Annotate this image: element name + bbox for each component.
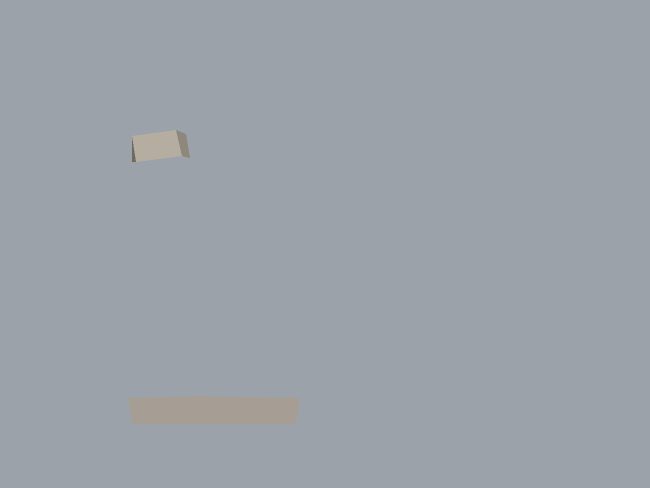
crest-block xyxy=(132,130,190,162)
crest-block-top xyxy=(132,130,182,162)
crest-block-edge xyxy=(132,136,136,162)
crest-block-side xyxy=(176,130,190,158)
model-ground-shadow xyxy=(128,396,300,424)
